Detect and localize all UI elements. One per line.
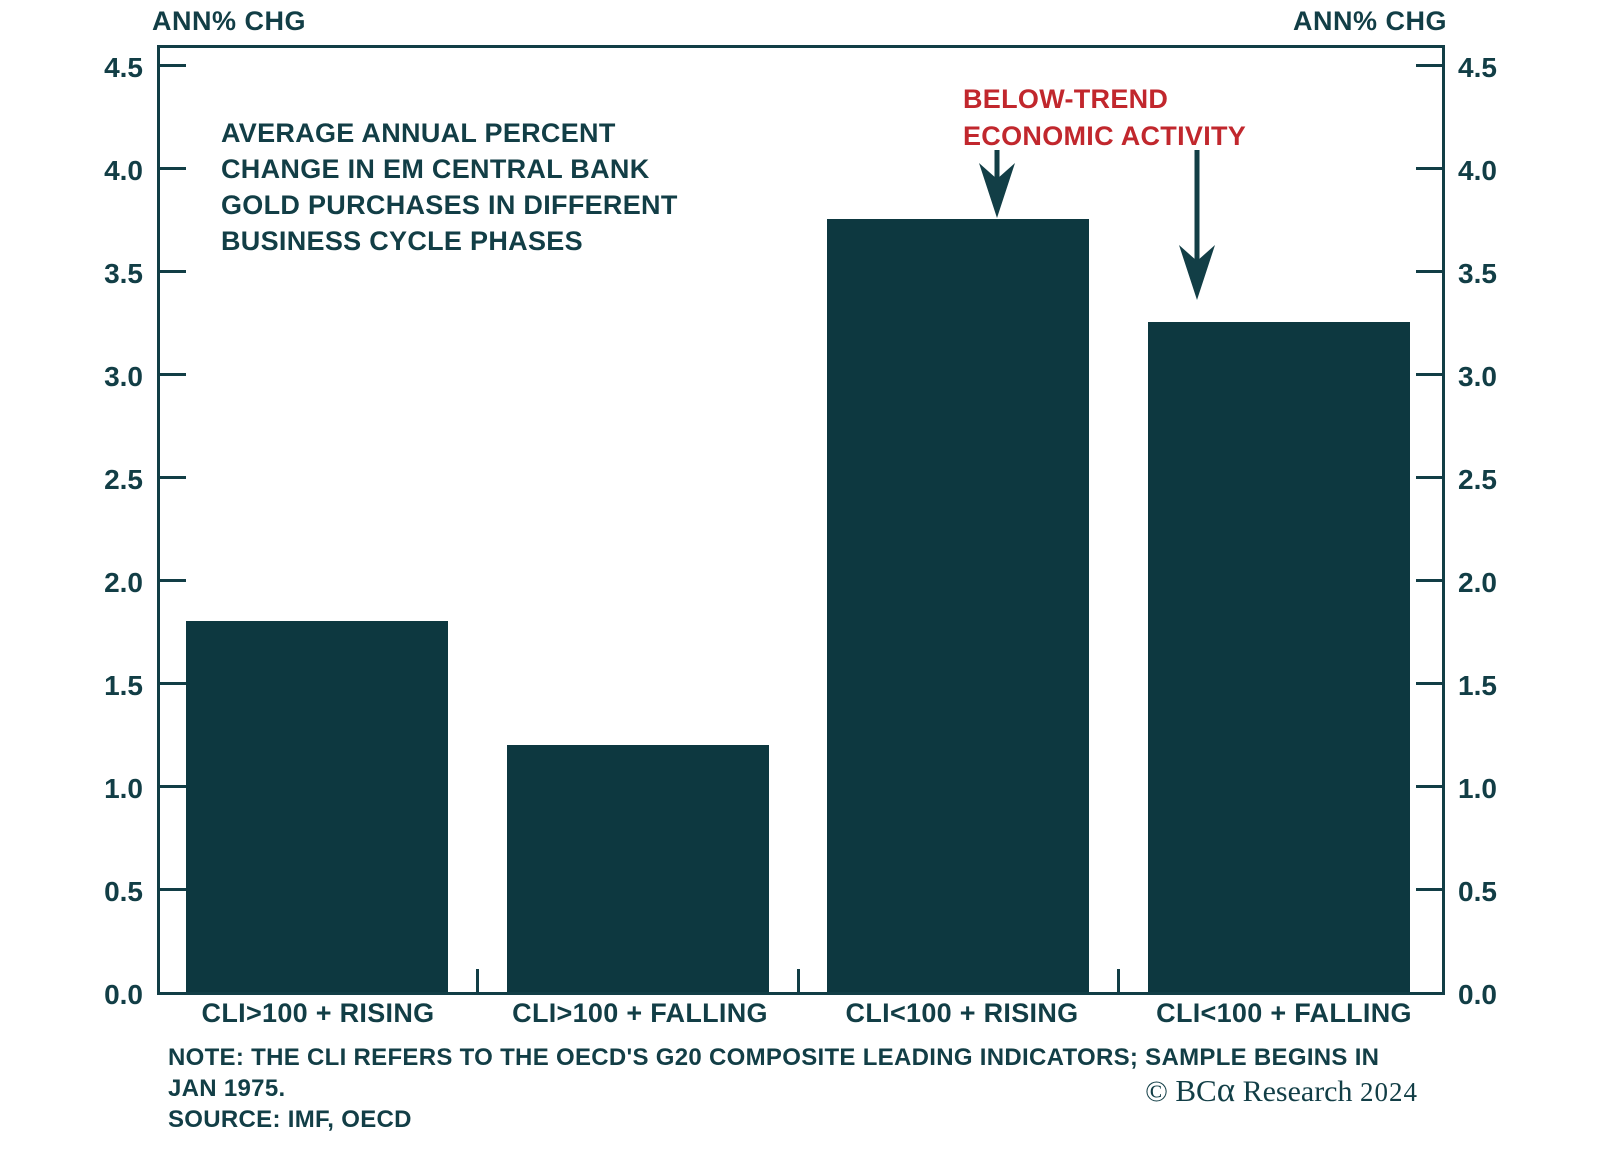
below-trend-annotation: BELOW-TREND ECONOMIC ACTIVITY (963, 81, 1246, 155)
y-tick-label: 4.5 (104, 52, 143, 83)
x-tick (476, 969, 479, 992)
chart-title-line: AVERAGE ANNUAL PERCENT (221, 118, 616, 148)
y-tick (1416, 682, 1442, 685)
y-tick-label: 2.5 (104, 464, 143, 495)
right-axis-title: ANN% CHG (1292, 6, 1447, 36)
y-tick (1416, 888, 1442, 891)
x-tick (1117, 969, 1120, 992)
chart-title-line: BUSINESS CYCLE PHASES (221, 226, 583, 256)
y-tick-label: 0.5 (1458, 876, 1497, 907)
bar-1 (186, 621, 449, 992)
bca-research-logo: © BCα Research 2024 (1145, 1072, 1418, 1109)
y-tick (1416, 476, 1442, 479)
y-tick-label: 3.0 (1458, 361, 1497, 392)
chart-title-line: GOLD PURCHASES IN DIFFERENT (221, 190, 678, 220)
bar-4 (1147, 322, 1410, 992)
y-tick-label: 4.0 (104, 155, 143, 186)
y-tick-label: 2.0 (1458, 567, 1497, 598)
y-tick-label: 4.5 (1458, 52, 1497, 83)
y-tick-label: 2.5 (1458, 464, 1497, 495)
y-tick-label: 0.5 (104, 876, 143, 907)
y-tick (160, 270, 186, 273)
y-tick (1416, 64, 1442, 67)
y-tick (1416, 270, 1442, 273)
left-axis-title: ANN% CHG (152, 6, 307, 36)
plot-area: AVERAGE ANNUAL PERCENT CHANGE IN EM CENT… (157, 45, 1445, 995)
x-axis-labels: CLI>100 + RISING CLI>100 + FALLING CLI<100… (157, 998, 1445, 1029)
logo-year: 2024 (1360, 1077, 1418, 1107)
y-tick-label: 0.0 (1458, 979, 1497, 1010)
x-tick (157, 969, 160, 992)
footnote-line: NOTE: THE CLI REFERS TO THE OECD'S G20 C… (168, 1044, 1380, 1071)
y-tick (1416, 785, 1442, 788)
x-tick (796, 969, 800, 992)
y-tick (160, 682, 186, 685)
logo-brand: BC (1175, 1073, 1217, 1108)
y-tick (1416, 167, 1442, 170)
y-tick (160, 476, 186, 479)
y-tick-label: 1.5 (1458, 670, 1497, 701)
logo-alpha: α (1216, 1070, 1236, 1109)
y-tick (160, 373, 186, 376)
footnote: NOTE: THE CLI REFERS TO THE OECD'S G20 C… (168, 1042, 1379, 1135)
y-tick-label: 4.0 (1458, 155, 1497, 186)
x-category-label: CLI<100 + FALLING (1156, 998, 1412, 1028)
y-tick-label: 1.0 (1458, 773, 1497, 804)
bar-2 (506, 745, 769, 992)
y-tick (160, 888, 186, 891)
bar-3 (827, 219, 1090, 992)
y-tick (1416, 373, 1442, 376)
x-category-label: CLI>100 + FALLING (512, 998, 768, 1028)
y-tick (160, 64, 186, 67)
footnote-line: JAN 1975. (168, 1075, 286, 1102)
y-tick-label: 1.0 (104, 773, 143, 804)
y-tick (160, 579, 186, 582)
copyright-symbol: © (1145, 1075, 1176, 1108)
y-tick-label: 3.5 (104, 258, 143, 289)
y-tick-label: 3.5 (1458, 258, 1497, 289)
logo-name: Research (1235, 1075, 1360, 1108)
y-tick-label: 0.0 (104, 979, 143, 1010)
y-tick (1416, 579, 1442, 582)
chart-title-line: CHANGE IN EM CENTRAL BANK (221, 154, 650, 184)
y-tick (160, 785, 186, 788)
y-tick-label: 3.0 (104, 361, 143, 392)
below-trend-line: BELOW-TREND (963, 84, 1169, 114)
x-category-label: CLI>100 + RISING (201, 998, 435, 1028)
x-category-label: CLI<100 + RISING (845, 998, 1079, 1028)
below-trend-line: ECONOMIC ACTIVITY (963, 121, 1247, 151)
y-tick-label: 1.5 (104, 670, 143, 701)
chart-title: AVERAGE ANNUAL PERCENT CHANGE IN EM CENT… (221, 115, 678, 259)
source-line: SOURCE: IMF, OECD (168, 1106, 412, 1133)
y-tick (160, 167, 186, 170)
y-tick-label: 2.0 (104, 567, 143, 598)
